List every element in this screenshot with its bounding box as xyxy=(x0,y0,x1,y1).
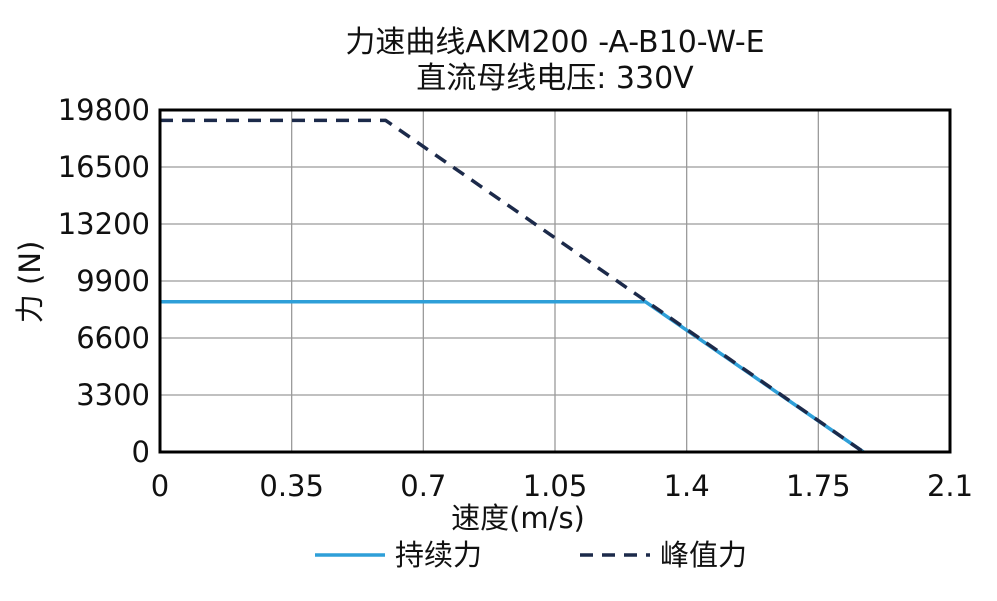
x-tick-label: 0.7 xyxy=(400,469,446,503)
y-tick-label: 3300 xyxy=(76,378,150,412)
x-tick-label: 2.1 xyxy=(927,469,973,503)
y-tick-label: 6600 xyxy=(76,321,150,355)
legend-label-1: 峰值力 xyxy=(660,538,747,572)
x-axis-label: 速度(m/s) xyxy=(451,501,585,535)
y-tick-label: 16500 xyxy=(58,150,150,184)
y-tick-label: 0 xyxy=(132,435,150,469)
chart-title: 力速曲线AKM200 -A-B10-W-E xyxy=(345,25,764,60)
series-layer xyxy=(160,118,865,454)
y-axis-label: 力 (N) xyxy=(13,241,47,324)
x-tick-label: 1.4 xyxy=(664,469,710,503)
plot-frame xyxy=(158,108,952,454)
y-tick-label: 19800 xyxy=(58,93,150,127)
legend: 持续力 峰值力 xyxy=(315,538,747,572)
series-line-1 xyxy=(160,118,865,454)
y-tick-labels: 0 3300 6600 9900 13200 16500 19800 xyxy=(58,93,150,469)
x-tick-labels: 0 0.35 0.7 1.05 1.4 1.75 2.1 xyxy=(151,469,973,503)
x-tick-label: 1.75 xyxy=(786,469,851,503)
series-line-0 xyxy=(160,299,865,454)
legend-label-0: 持续力 xyxy=(395,538,482,572)
grid-lines xyxy=(159,109,951,453)
y-tick-label: 13200 xyxy=(58,207,150,241)
chart-subtitle: 直流母线电压: 330V xyxy=(416,61,694,96)
x-tick-label: 0 xyxy=(151,469,169,503)
x-tick-label: 0.35 xyxy=(259,469,324,503)
y-tick-label: 9900 xyxy=(76,264,150,298)
x-tick-label: 1.05 xyxy=(523,469,588,503)
